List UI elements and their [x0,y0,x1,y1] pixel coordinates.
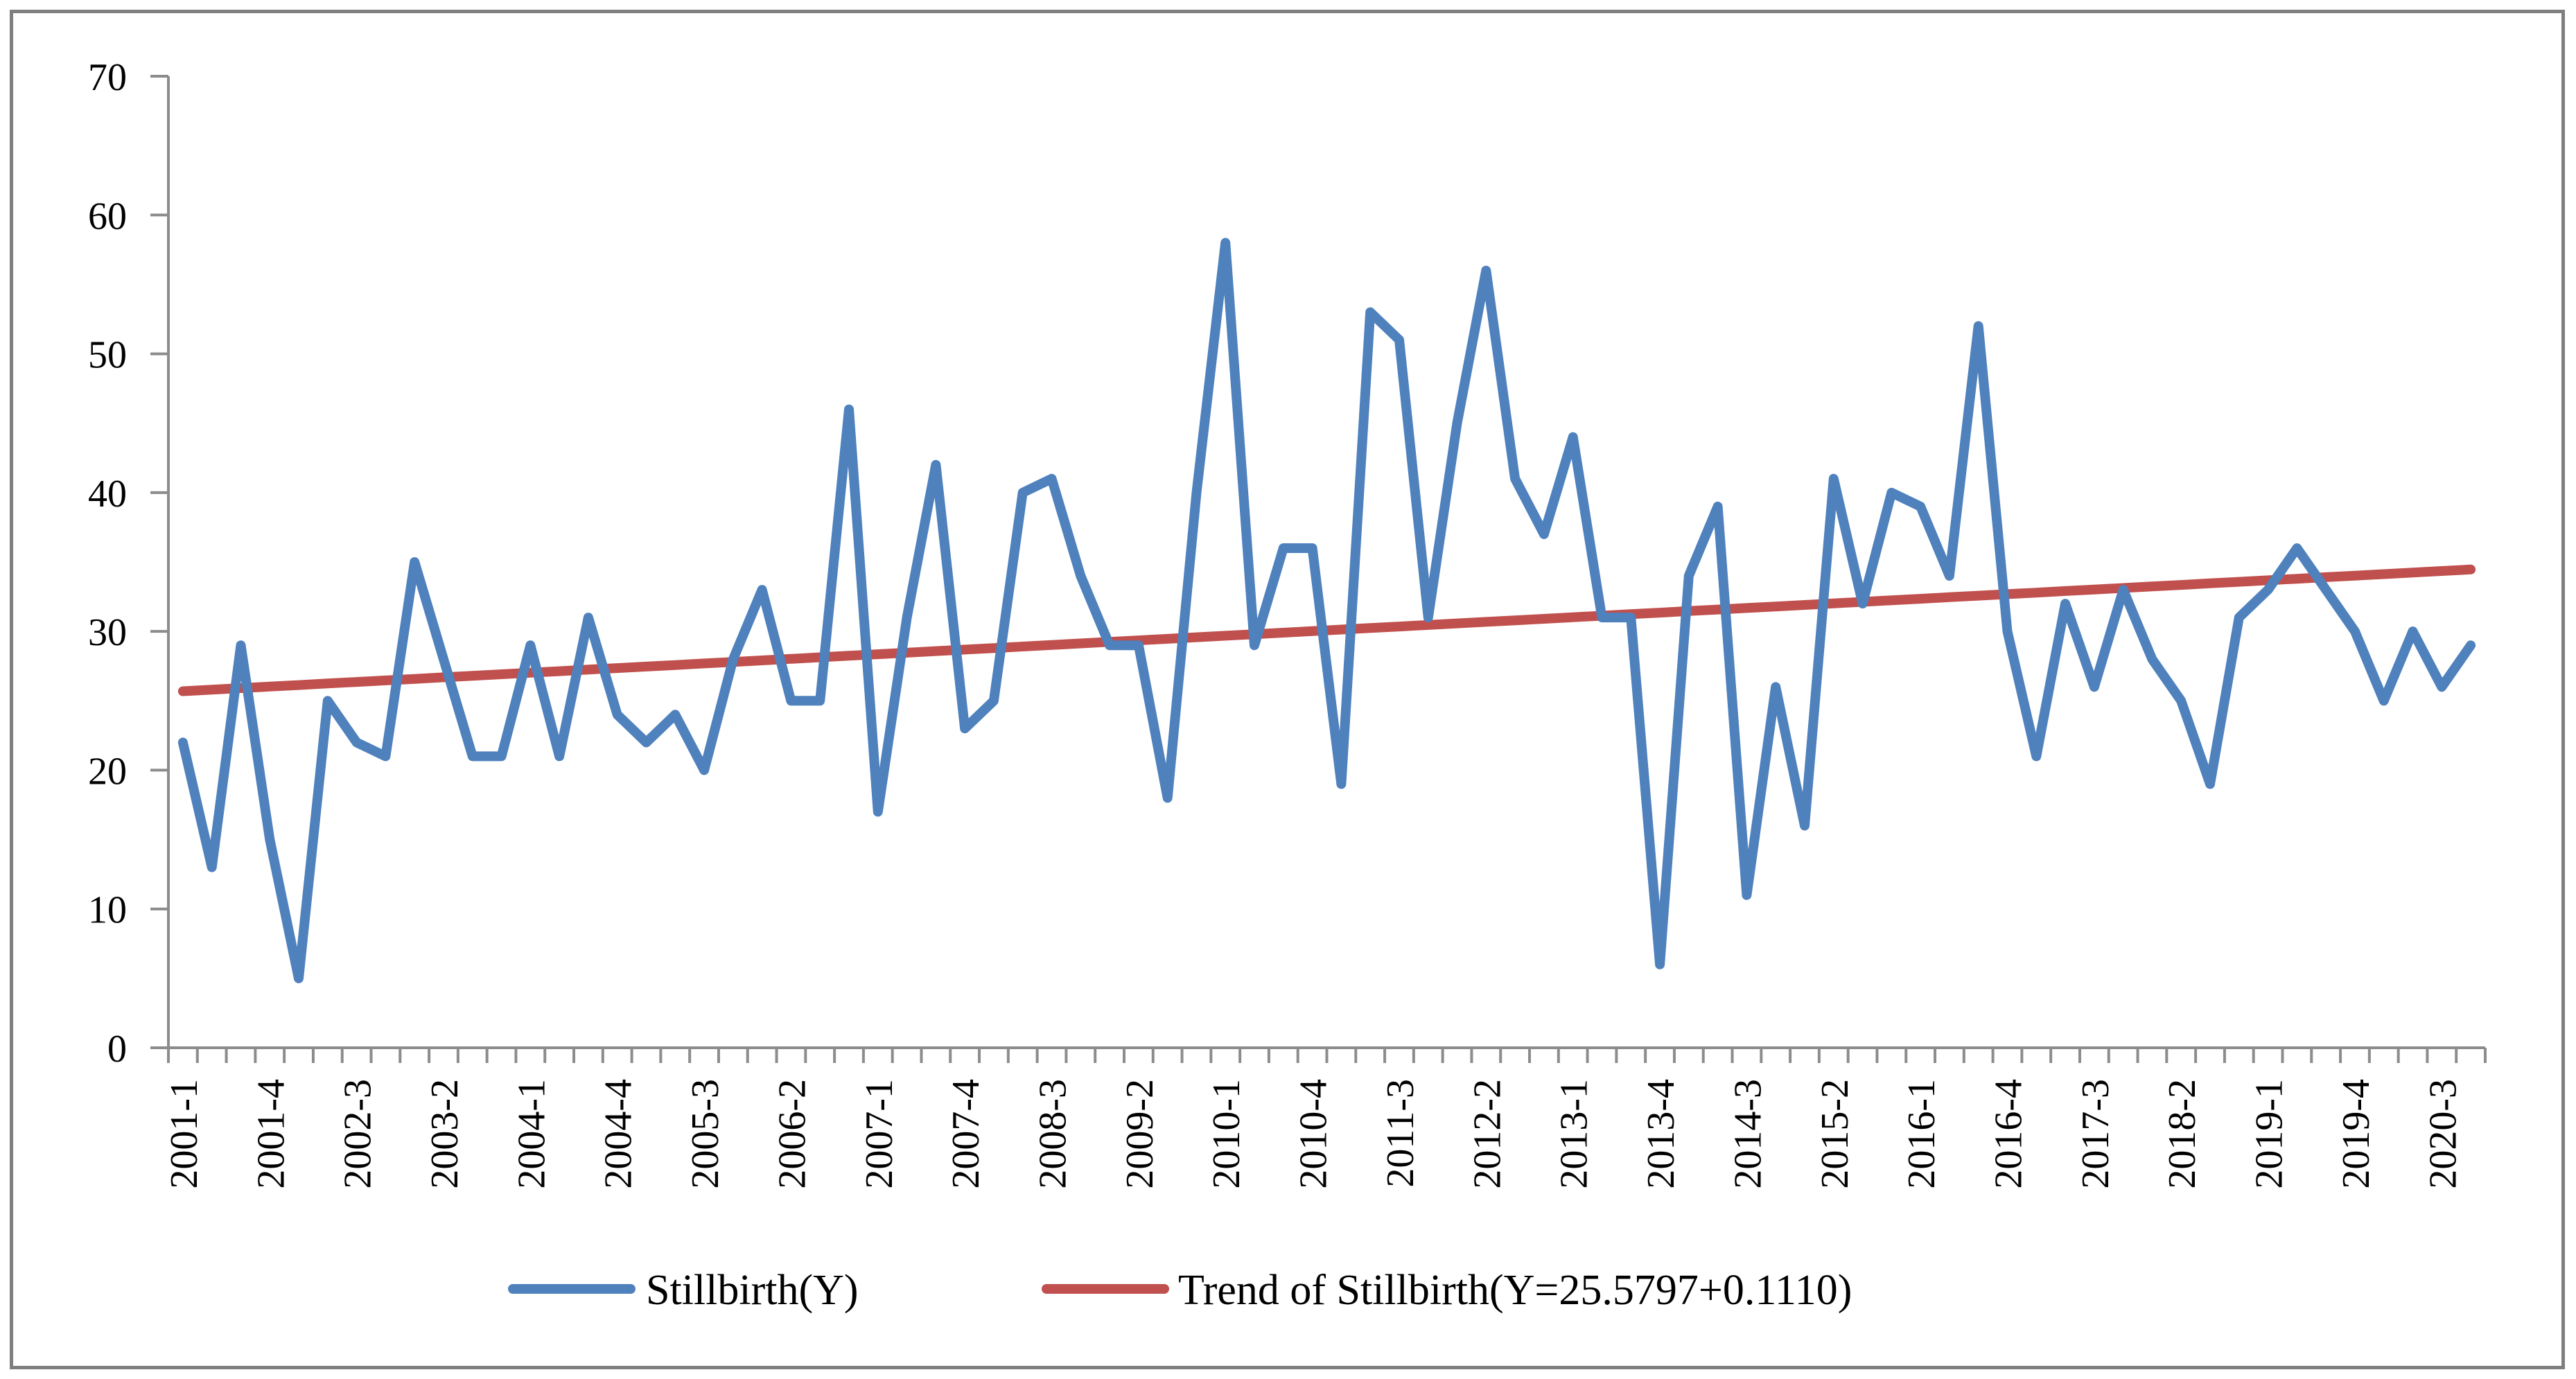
x-tick-label: 2003-2 [423,1079,466,1189]
x-tick-label: 2010-1 [1205,1079,1248,1189]
x-tick-label: 2012-2 [1466,1079,1509,1189]
chart-frame [10,10,2565,1369]
x-tick-label: 2014-3 [1726,1079,1769,1189]
stillbirth-series [177,238,2476,983]
y-tick-label: 0 [107,1028,127,1071]
x-axis: 2001-1 2001-4 2002-3 2003-2 2004-1 2004-4 2005… [163,1046,2487,1189]
y-tick-label: 30 [88,611,127,654]
x-tick-label: 2007-4 [945,1079,988,1189]
x-tick-label: 2018-2 [2161,1079,2204,1189]
x-tick-label: 2020-3 [2421,1079,2464,1189]
x-tick-label: 2011-3 [1379,1079,1422,1188]
x-tick-label: 2004-4 [597,1079,640,1189]
x-tick-label: 2010-4 [1293,1079,1335,1189]
legend-label-trend: Trend of Stillbirth(Y=25.5797+0.1110) [1178,1267,1852,1314]
y-tick-label: 70 [88,56,127,99]
y-tick-label: 60 [88,195,127,238]
x-tick-label: 2001-1 [163,1079,206,1189]
x-tick-label: 2007-1 [858,1079,901,1189]
x-tick-label: 2016-4 [1988,1079,2031,1189]
y-tick-label: 50 [88,334,127,377]
x-tick-label: 2001-4 [249,1079,292,1189]
y-tick-label: 40 [88,473,127,516]
x-tick-label: 2004-1 [510,1079,553,1189]
x-tick-label: 2016-1 [1900,1079,1943,1189]
y-tick-label: 20 [88,750,127,793]
x-tick-label: 2015-2 [1814,1079,1857,1189]
x-tick-label: 2017-3 [2074,1079,2117,1189]
x-tick-label: 2013-1 [1553,1079,1596,1189]
legend-label-stillbirth: Stillbirth(Y) [646,1267,859,1314]
x-tick-label: 2002-3 [337,1079,380,1189]
stillbirth-line [177,238,2476,983]
x-tick-label: 2008-3 [1032,1079,1075,1189]
x-tick-label: 2006-2 [771,1079,814,1189]
x-tick-label: 2005-3 [684,1079,727,1189]
y-tick-label: 10 [88,889,127,932]
x-tick-label: 2019-4 [2335,1079,2378,1189]
x-tick-label: 2009-2 [1119,1079,1162,1189]
x-tick-label: 2013-4 [1640,1079,1683,1189]
x-tick-label: 2019-1 [2248,1079,2291,1189]
legend: Stillbirth(Y) Trend of Stillbirth(Y=25.5… [508,1267,1852,1314]
y-axis: 0 10 20 30 40 50 60 70 [88,56,170,1071]
